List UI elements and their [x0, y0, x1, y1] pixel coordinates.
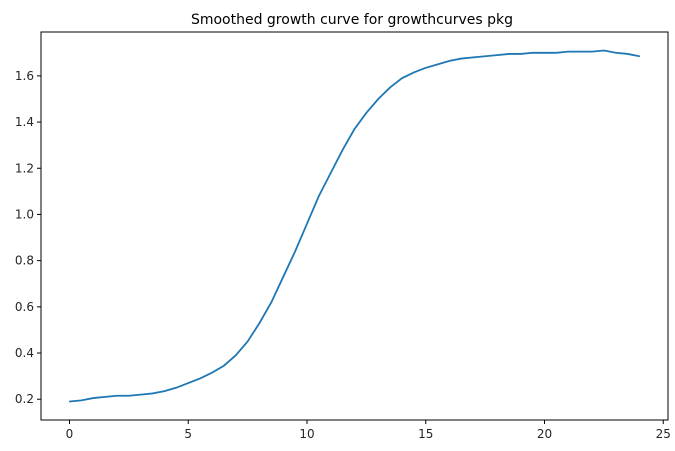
series-point	[187, 382, 189, 384]
series-point	[294, 250, 296, 252]
x-axis: 0 5 10 15 20 25	[66, 420, 671, 441]
series-point	[638, 55, 641, 57]
series-point	[389, 86, 391, 89]
series-point	[591, 51, 593, 53]
x-tick-label: 15	[418, 427, 433, 441]
series-point	[401, 77, 403, 79]
x-tick-label: 25	[656, 427, 671, 441]
series-point	[175, 387, 177, 389]
series-point	[615, 52, 617, 54]
series-point	[116, 395, 118, 397]
series-point	[520, 53, 522, 55]
y-tick-label: 1.4	[15, 115, 34, 129]
series-point	[235, 354, 237, 356]
series-point	[211, 372, 213, 374]
series-point	[365, 112, 367, 114]
series-point	[140, 394, 142, 396]
series-point	[555, 52, 557, 54]
series-point	[330, 172, 332, 174]
y-tick-label: 0.2	[15, 392, 34, 406]
series-point	[567, 51, 569, 53]
series-point	[377, 98, 379, 100]
series-point	[199, 377, 201, 380]
series-point	[92, 397, 94, 399]
y-tick-label: 1.6	[15, 69, 34, 83]
y-tick-label: 0.6	[15, 300, 34, 314]
series-point	[68, 400, 71, 403]
series-point	[627, 53, 629, 55]
series-point	[460, 57, 462, 60]
series-point	[532, 52, 534, 54]
series-point	[472, 56, 474, 59]
series-point	[437, 63, 439, 65]
series-point	[282, 276, 284, 278]
series-point	[508, 53, 510, 55]
series-point	[353, 128, 356, 130]
y-tick-label: 1.0	[15, 207, 34, 221]
series-point	[270, 301, 272, 303]
y-tick-label: 0.4	[15, 346, 34, 360]
series-point	[223, 365, 225, 367]
series-point	[152, 392, 154, 395]
series-point	[484, 55, 486, 57]
series-point	[163, 390, 166, 392]
y-tick-label: 0.8	[15, 254, 34, 268]
series-point	[342, 149, 344, 151]
plot-frame	[40, 31, 669, 421]
series-point	[603, 49, 605, 52]
x-tick-label: 20	[537, 427, 552, 441]
series-point	[104, 396, 106, 398]
x-tick-label: 5	[184, 427, 192, 441]
series-point	[579, 51, 581, 53]
series-point	[425, 67, 427, 69]
series-point	[318, 195, 320, 197]
series-point	[258, 322, 261, 324]
series-points	[68, 49, 641, 403]
x-tick-label: 10	[299, 427, 314, 441]
chart-title: Smoothed growth curve for growthcurves p…	[191, 12, 513, 28]
series-point	[448, 60, 451, 62]
series-point	[247, 340, 249, 343]
x-tick-label: 0	[66, 427, 74, 441]
series-point	[543, 52, 546, 54]
series-line	[69, 49, 640, 403]
series-point	[413, 71, 415, 74]
y-axis: 0.2 0.4 0.6 0.8 1.0 1.2 1.4 1.6	[15, 69, 41, 406]
series-point	[496, 54, 498, 56]
y-tick-label: 1.2	[15, 161, 34, 175]
series-point	[80, 399, 82, 401]
series-point	[306, 223, 308, 225]
series-point	[128, 395, 130, 397]
